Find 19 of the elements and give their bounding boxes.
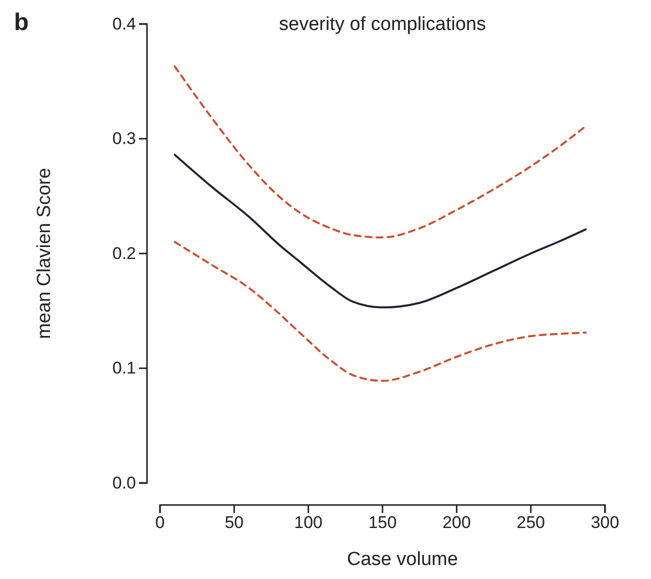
y-axis-title: mean Clavien Score bbox=[34, 168, 55, 340]
line-series bbox=[174, 241, 587, 382]
x-tick-label: 300 bbox=[590, 513, 620, 532]
line-series bbox=[174, 154, 587, 308]
x-tick-label: 0 bbox=[155, 513, 165, 532]
x-tick-label: 250 bbox=[516, 513, 546, 532]
y-tick-label: 0.3 bbox=[112, 129, 136, 148]
y-tick-label: 0.2 bbox=[112, 244, 136, 263]
x-tick-label: 100 bbox=[294, 513, 323, 532]
line-series bbox=[174, 65, 587, 238]
y-tick-label: 0.1 bbox=[112, 358, 136, 378]
y-tick-label: 0.4 bbox=[112, 14, 136, 34]
text: b bbox=[14, 9, 29, 36]
x-tick-label: 200 bbox=[442, 513, 471, 532]
y-tick-label: 0.0 bbox=[112, 473, 136, 492]
x-tick-label: 50 bbox=[224, 513, 244, 532]
x-tick-label: 150 bbox=[368, 513, 397, 532]
x-axis-title: Case volume bbox=[347, 549, 458, 570]
chart-title: severity of complications bbox=[279, 14, 486, 35]
